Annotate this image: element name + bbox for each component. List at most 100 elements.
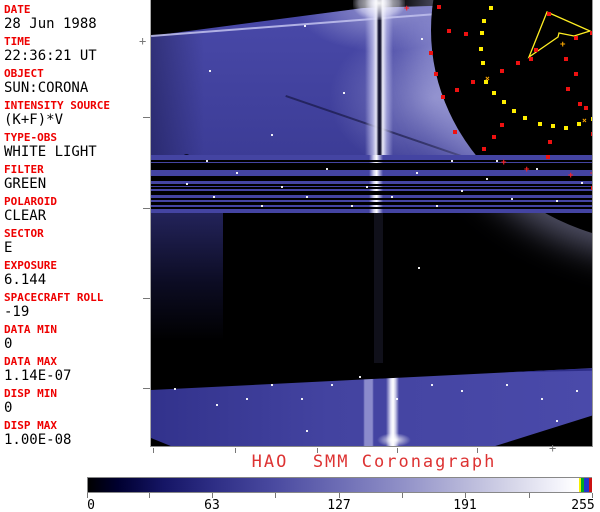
red-plus-marker: + — [524, 165, 530, 175]
dropout-stripe — [151, 187, 592, 189]
star-speckle — [306, 430, 308, 432]
metadata-field: TYPE-OBS WHITE LIGHT — [4, 131, 150, 161]
left-edge-tick — [143, 208, 150, 209]
metadata-field: DISP MIN 0 — [4, 387, 150, 417]
metadata-field: DATA MAX 1.14E-07 — [4, 355, 150, 385]
star-speckle — [206, 160, 208, 162]
red-marker-dot — [591, 186, 592, 190]
bottom-edge-tick — [477, 448, 478, 453]
star-speckle — [301, 398, 303, 400]
star-speckle — [486, 178, 488, 180]
dropout-stripe-band — [151, 155, 592, 213]
red-marker-dot — [547, 12, 551, 16]
colorbar-end-stripe — [579, 478, 581, 492]
star-speckle — [436, 205, 438, 207]
red-marker-dot — [500, 123, 504, 127]
star-speckle — [418, 267, 420, 269]
red-marker-dot — [566, 87, 570, 91]
yellow-marker-dot — [551, 124, 555, 128]
star-speckle — [581, 182, 583, 184]
star-speckle — [396, 398, 398, 400]
star-speckle — [216, 404, 218, 406]
yellow-marker-dot — [482, 19, 486, 23]
field-value: 0 — [4, 400, 13, 416]
star-speckle — [511, 198, 513, 200]
red-marker-dot — [500, 69, 504, 73]
metadata-field: EXPOSURE 6.144 — [4, 259, 150, 289]
yellow-marker-dot — [538, 122, 542, 126]
orange-x-marker: × — [582, 116, 587, 125]
yellow-marker-dot — [577, 122, 581, 126]
dropout-stripe — [151, 160, 592, 162]
left-edge-plus-mark: + — [139, 34, 147, 48]
dropout-stripe — [151, 198, 592, 200]
dropout-stripe — [151, 176, 592, 181]
bottom-edge-tick — [153, 448, 154, 453]
red-marker-dot — [564, 57, 568, 61]
red-plus-marker: + — [568, 171, 574, 181]
pylon-streak-lower-bright — [386, 368, 399, 446]
left-edge-tick — [143, 117, 150, 118]
red-plus-marker: + — [404, 4, 410, 14]
field-value: 1.14E-07 — [4, 368, 72, 384]
field-label: POLAROID — [4, 195, 57, 208]
colorbar-major-tick — [592, 493, 593, 498]
red-marker-dot — [471, 80, 475, 84]
colorbar-tick-label: 0 — [87, 498, 95, 512]
star-speckle — [576, 390, 578, 392]
star-speckle — [556, 420, 558, 422]
field-label: SPACECRAFT ROLL — [4, 291, 104, 304]
yellow-marker-dot — [489, 6, 493, 10]
star-speckle — [174, 388, 176, 390]
star-speckle — [331, 384, 333, 386]
field-label: DISP MIN — [4, 387, 57, 400]
field-value: 1.00E-08 — [4, 432, 72, 448]
field-label: TIME — [4, 35, 31, 48]
colorbar-end-stripe — [584, 478, 589, 492]
colorbar-minor-tick — [529, 493, 530, 498]
page-title: HAO SMM Coronagraph — [251, 452, 497, 472]
metadata-field: SECTOR E — [4, 227, 150, 257]
yellow-marker-dot — [512, 109, 516, 113]
colorbar-major-tick — [87, 493, 88, 498]
red-marker-dot — [464, 32, 468, 36]
left-edge-tick — [143, 388, 150, 389]
star-speckle — [306, 196, 308, 198]
metadata-field: SPACECRAFT ROLL -19 — [4, 291, 150, 321]
dropout-stripe — [151, 207, 592, 209]
red-marker-dot — [529, 57, 533, 61]
pylon-streak-faint — [374, 213, 383, 363]
colorbar-major-tick — [212, 493, 213, 498]
star-speckle — [271, 134, 273, 136]
field-label: FILTER — [4, 163, 44, 176]
red-marker-dot — [574, 72, 578, 76]
red-marker-dot — [591, 132, 592, 136]
red-marker-dot — [455, 88, 459, 92]
pylon-streak-upper — [365, 0, 393, 158]
yellow-marker-dot — [479, 47, 483, 51]
field-label: EXPOSURE — [4, 259, 57, 272]
metadata-field: OBJECT SUN:CORONA — [4, 67, 150, 97]
colorbar-minor-tick — [402, 493, 403, 498]
star-speckle — [541, 398, 543, 400]
star-speckle — [304, 25, 306, 27]
yellow-marker-dot — [481, 61, 485, 65]
colorbar-minor-tick — [275, 493, 276, 498]
metadata-field: TIME 22:36:21 UT — [4, 35, 150, 65]
yellow-marker-dot — [480, 31, 484, 35]
colorbar-minor-tick — [149, 493, 150, 498]
bottom-edge-plus-mark: + — [549, 441, 557, 455]
star-speckle — [461, 390, 463, 392]
field-label: INTENSITY SOURCE — [4, 99, 110, 112]
pylon-streak-glow — [353, 0, 405, 20]
yellow-marker-dot — [502, 100, 506, 104]
yellow-marker-dot — [492, 91, 496, 95]
orange-plus-marker: + — [560, 40, 566, 50]
yellow-marker-dot — [564, 126, 568, 130]
red-marker-dot — [534, 48, 538, 52]
yellow-marker-dot — [523, 116, 527, 120]
field-value: 28 Jun 1988 — [4, 16, 97, 32]
field-label: TYPE-OBS — [4, 131, 57, 144]
colorbar-tick-label: 255 — [571, 498, 595, 512]
metadata-field: DISP MAX 1.00E-08 — [4, 419, 150, 449]
